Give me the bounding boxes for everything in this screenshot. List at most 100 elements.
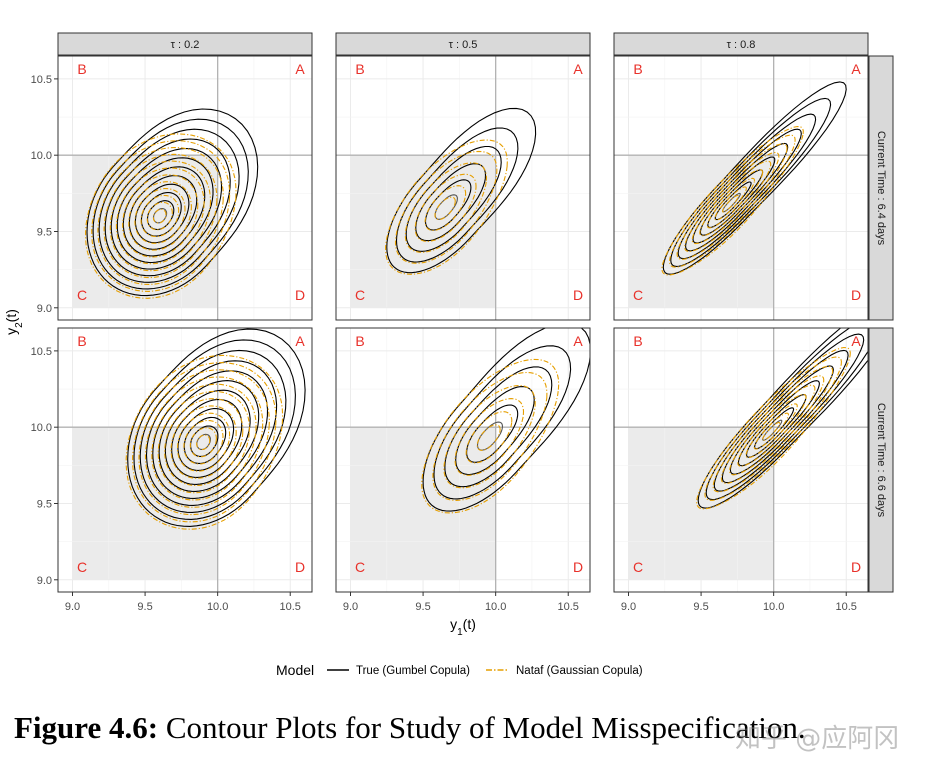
contour-true (476, 421, 504, 451)
row-strip-bg (868, 55, 894, 321)
panel-border (57, 327, 313, 593)
contour-true (104, 138, 231, 277)
contour-nataf (109, 160, 212, 272)
column-strip-label: τ : 0.2 (171, 39, 200, 51)
contour-nataf (669, 134, 796, 268)
contour-true (127, 328, 306, 527)
contour-true (116, 157, 214, 264)
contour-nataf (729, 384, 816, 476)
contour-nataf (443, 384, 536, 489)
contour-nataf (676, 143, 788, 260)
column-strip-bg (613, 32, 869, 56)
x-axis-title: y1(t) (450, 616, 476, 638)
panel-r1-c1: B A C D (335, 327, 591, 593)
quadrant-label-d: D (851, 287, 861, 303)
quadrant-label-d: D (573, 559, 583, 575)
y-tick-label: 9.0 (37, 575, 52, 587)
contour-true (86, 108, 259, 297)
contour-nataf (115, 167, 205, 265)
panel-border (613, 55, 869, 321)
legend: Model True (Gumbel Copula) Nataf (Gaussi… (276, 662, 643, 678)
contour-nataf (183, 419, 224, 465)
contour-nataf (138, 369, 270, 516)
quadrant-label-b: B (633, 61, 642, 77)
contour-nataf (465, 411, 513, 464)
contour-nataf (385, 139, 508, 275)
contour-nataf (424, 185, 467, 231)
contour-true (422, 328, 590, 512)
column-strip: τ : 0.5 (335, 32, 591, 56)
y-tick-label: 9.5 (37, 498, 52, 510)
contour-nataf (704, 356, 842, 501)
contour-true (133, 339, 296, 520)
contour-nataf (146, 201, 173, 231)
contour-true (164, 389, 251, 485)
quadrant-label-b: B (77, 61, 86, 77)
contour-nataf (721, 194, 739, 213)
x-tick-label: 9.0 (65, 601, 80, 613)
quadrant-label-c: C (77, 559, 87, 575)
contour-true (713, 333, 865, 492)
x-tick-label: 9.5 (137, 601, 152, 613)
quadrant-label-c: C (355, 287, 365, 303)
column-strip-bg (57, 32, 313, 56)
contour-nataf (432, 371, 548, 501)
row-strip: Current Time : 6.6 days (868, 327, 894, 593)
contour-nataf (196, 434, 211, 451)
contour-true (395, 127, 519, 263)
contour-nataf (132, 362, 277, 523)
x-tick-label: 10.5 (836, 601, 857, 613)
legend-label-nataf: Nataf (Gaussian Copula) (516, 665, 643, 677)
quadrant-label-a: A (851, 61, 861, 77)
contour-nataf (454, 398, 525, 476)
contour-nataf (745, 403, 798, 459)
contour-nataf (661, 125, 804, 276)
contour-true (128, 175, 198, 250)
contour-nataf (134, 188, 186, 244)
contour-nataf (684, 151, 780, 252)
contour-nataf (144, 376, 264, 508)
contour-nataf (414, 173, 477, 242)
contour-true (697, 328, 868, 509)
quadrant-label-d: D (573, 287, 583, 303)
x-tick-label: 9.0 (621, 601, 636, 613)
contour-nataf (699, 169, 764, 237)
contour-true (139, 349, 287, 513)
contour-nataf (103, 153, 218, 279)
row-strip-label: Current Time : 6.4 days (875, 131, 887, 246)
contour-true (677, 113, 817, 260)
contour-nataf (714, 186, 747, 221)
column-strip-label: τ : 0.5 (449, 39, 478, 51)
quadrant-label-d: D (295, 287, 305, 303)
contour-true (145, 360, 278, 506)
y-tick-label: 10.0 (31, 150, 52, 162)
x-tick-label: 10.0 (485, 601, 506, 613)
contour-true (158, 380, 260, 492)
quadrant-label-a: A (295, 333, 305, 349)
panel-r0-c1: B A C D (335, 55, 591, 321)
contour-true (92, 118, 249, 290)
quadrant-label-c: C (355, 559, 365, 575)
caption-text: Contour Plots for Study of Model Misspec… (165, 710, 806, 745)
contour-nataf (125, 354, 284, 530)
row-strip-label: Current Time : 6.6 days (875, 403, 887, 518)
x-tick-label: 10.0 (763, 601, 784, 613)
legend-title: Model (276, 662, 314, 678)
legend-label-true: True (Gumbel Copula) (356, 665, 470, 677)
panel-r0-c0: B A C D (57, 55, 313, 321)
x-tick-label: 9.0 (343, 601, 358, 613)
x-tick-label: 10.5 (558, 601, 579, 613)
contour-nataf (737, 393, 807, 467)
contour-nataf (85, 133, 237, 299)
column-strip: τ : 0.2 (57, 32, 313, 56)
panel-border (613, 327, 869, 593)
y-tick-label: 9.5 (37, 226, 52, 238)
y-axis-title: y2(t) (3, 309, 25, 335)
x-tick-label: 9.5 (693, 601, 708, 613)
panel-border (335, 55, 591, 321)
contour-true (714, 181, 752, 221)
contour-nataf (151, 383, 257, 501)
contour-nataf (761, 421, 781, 441)
contour-true (433, 345, 572, 500)
contour-nataf (404, 162, 488, 253)
